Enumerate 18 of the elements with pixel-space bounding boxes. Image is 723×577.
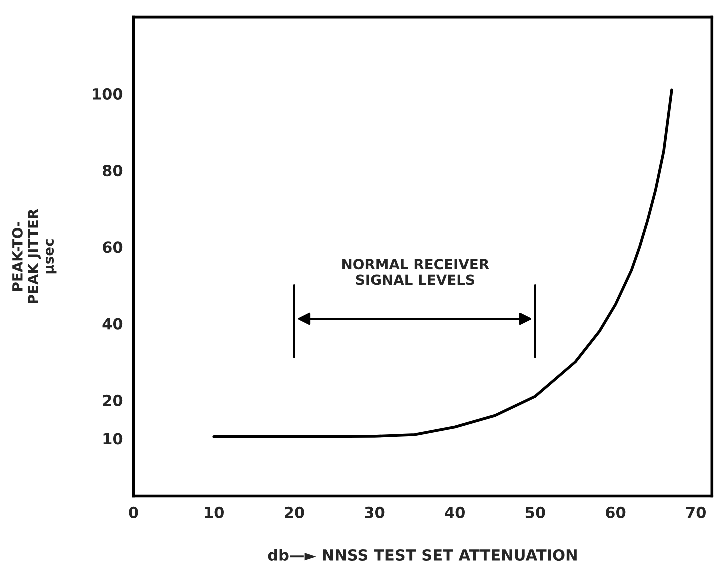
- x-tick-label: 20: [285, 506, 304, 518]
- y-tick-label: 60: [103, 242, 123, 254]
- x-tick-label: 0: [129, 506, 138, 518]
- annotation: NORMAL RECEIVER SIGNAL LEVELS: [342, 259, 490, 286]
- x-tick-label: 50: [526, 506, 546, 518]
- x-tick-label: 30: [365, 506, 385, 518]
- x-axis-title: db—► NNSS TEST SET ATTENUATION: [268, 549, 577, 562]
- x-tick-label: 10: [205, 506, 224, 518]
- y-tick-label: 10: [104, 433, 123, 445]
- x-tick-label: 70: [686, 506, 706, 518]
- line-series: [212, 88, 674, 438]
- y-axis-title: PEAK-TO- PEAK JITTER μsec: [12, 209, 57, 304]
- y-tick-label: 20: [103, 394, 123, 406]
- y-tick-label: 80: [103, 165, 123, 177]
- x-tick-label: 40: [445, 506, 465, 518]
- y-tick-label: 40: [102, 318, 123, 330]
- y-tick-label: 100: [93, 88, 123, 100]
- x-tick-label: 60: [606, 506, 626, 518]
